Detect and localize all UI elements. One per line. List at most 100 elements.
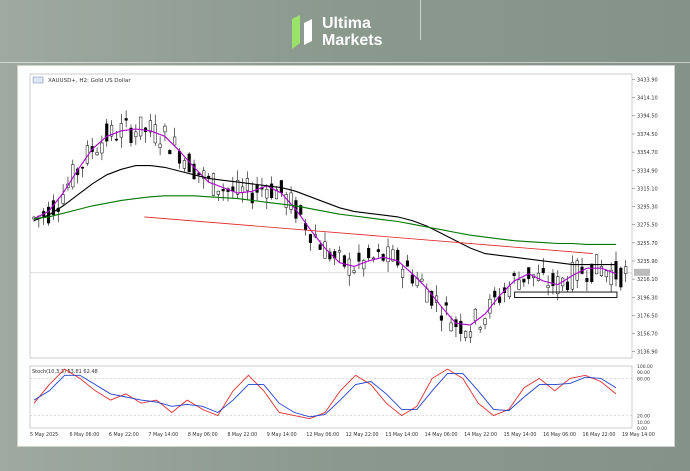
ma-black-line: [33, 165, 616, 266]
candle-body: [425, 288, 429, 303]
candle-body: [449, 322, 453, 332]
time-axis-label: 13 May 14:00: [385, 432, 418, 438]
time-axis-label: 12 May 06:00: [306, 432, 339, 438]
candle-body: [216, 190, 220, 195]
candle-body: [604, 270, 608, 278]
candle-body: [279, 180, 283, 193]
candle-body: [168, 150, 172, 155]
price-tick-label: 3196.30: [637, 295, 658, 301]
candle-body: [323, 241, 327, 259]
brand-line2: Markets: [322, 32, 383, 49]
stoch-main-line: [33, 368, 617, 420]
ma-green-line: [33, 195, 616, 245]
price-tick-label: 3156.70: [637, 332, 658, 338]
time-axis-label: 8 May 22:00: [227, 432, 257, 438]
time-axis-label: 8 May 06:00: [188, 432, 218, 438]
time-axis-label: 7 May 14:00: [148, 432, 178, 438]
candle-body: [134, 131, 138, 138]
candle-body: [357, 252, 361, 262]
candle-body: [173, 136, 177, 146]
decor-line: [0, 62, 690, 63]
price-tick-label: 3354.70: [637, 150, 658, 156]
candle-body: [609, 269, 613, 286]
candle-body: [338, 250, 342, 253]
candle-body: [265, 189, 269, 199]
candle-body: [386, 246, 390, 263]
candle-body: [405, 260, 409, 267]
oscillator-tick-label: 20.00: [637, 414, 650, 420]
candle-body: [124, 118, 128, 121]
current-price-tag: [634, 268, 650, 276]
time-axis-label: 9 May 14:00: [267, 432, 297, 438]
candle-body: [342, 255, 346, 267]
candle-body: [541, 267, 545, 274]
candle-body: [624, 266, 628, 274]
ma-purple-line: [33, 128, 617, 326]
oscillator-tick-label: 10.00: [637, 420, 650, 426]
oscillator-tick-label: 100.00: [637, 364, 653, 370]
candle-body: [270, 183, 274, 198]
candle-body: [347, 258, 351, 276]
window-icon: [32, 76, 44, 84]
time-axis-label: 6 May 06:00: [69, 432, 99, 438]
brand-logo: Ultima Markets: [292, 14, 382, 50]
candle-body: [328, 251, 332, 260]
candle-body: [114, 138, 119, 141]
candle-body: [546, 285, 550, 288]
candle-body: [362, 260, 366, 270]
time-axis-label: 16 May 06:00: [543, 432, 576, 438]
price-tick-label: 3433.90: [637, 78, 658, 84]
price-tick-label: 3255.70: [637, 241, 658, 247]
candle-body: [274, 189, 279, 200]
candle-body: [100, 142, 104, 154]
candle-body: [192, 163, 196, 180]
candle-body: [468, 331, 473, 338]
candle-body: [367, 247, 371, 259]
candle-body: [61, 194, 65, 204]
support-zone-box: [514, 291, 618, 298]
candle-body: [401, 268, 405, 278]
price-tick-label: 3394.50: [637, 114, 658, 120]
candle-body: [177, 150, 182, 164]
candle-body: [439, 315, 443, 321]
candle-body: [410, 274, 414, 284]
candle-body: [507, 285, 511, 297]
candle-body: [517, 279, 521, 290]
candle-body: [158, 143, 162, 148]
price-tick-label: 3414.10: [637, 96, 658, 102]
price-tick-label: 3235.90: [637, 259, 658, 265]
candle-body: [221, 189, 225, 192]
candle-body: [459, 320, 463, 334]
time-axis-label: 6 May 22:00: [109, 432, 139, 438]
price-tick-label: 3136.90: [637, 350, 658, 356]
time-axis-label: 19 May 14:00: [622, 432, 655, 438]
candle-body: [585, 278, 589, 282]
price-chart[interactable]: XAUUSD+, H2: Gold US Dollar 3433.90 3414.1…: [18, 66, 674, 446]
main-plot-frame: [29, 73, 633, 359]
candle-body: [478, 327, 482, 330]
candle-body: [619, 267, 623, 288]
candle-body: [289, 192, 293, 210]
candle-body: [250, 192, 254, 204]
candle-body: [318, 244, 322, 250]
ultima-logo-icon: [292, 15, 312, 49]
candles: [32, 110, 628, 344]
resistance-trendline: [144, 216, 593, 254]
candle-body: [299, 205, 303, 215]
candle-body: [352, 270, 356, 273]
candle-body: [565, 281, 570, 291]
candle-body: [139, 116, 143, 137]
candle-body: [80, 166, 85, 169]
brand-line1: Ultima: [322, 15, 371, 32]
price-tick-label: 3275.50: [637, 223, 658, 229]
candle-body: [599, 266, 604, 276]
candle-body: [430, 290, 434, 306]
time-axis-label: 16 May 22:00: [583, 432, 616, 438]
time-axis-label: 15 May 14:00: [504, 432, 537, 438]
candle-body: [512, 273, 516, 276]
decor-line: [420, 0, 422, 40]
candle-body: [245, 178, 249, 191]
candle-body: [590, 263, 594, 282]
oscillator-tick-label: 80.00: [637, 376, 650, 382]
candle-body: [236, 180, 240, 195]
